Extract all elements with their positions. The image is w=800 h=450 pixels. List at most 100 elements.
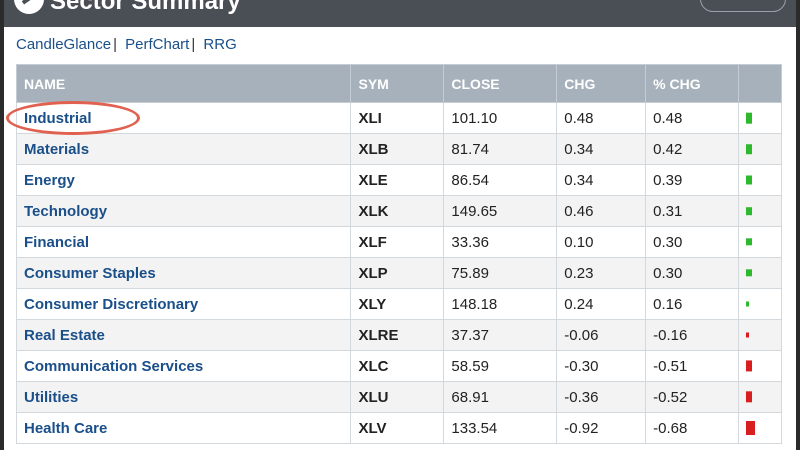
change-cell: 0.24 — [556, 288, 647, 320]
symbol-cell: XLI — [350, 102, 445, 134]
close-cell: 148.18 — [443, 288, 558, 320]
column-header-sym[interactable]: SYM — [350, 64, 445, 103]
change-bar — [746, 112, 753, 124]
change-bar-cell — [738, 288, 782, 320]
table-row: Consumer Staples XLP 75.89 0.23 0.30 — [15, 257, 782, 289]
sector-summary-panel: Sector Summary CandleGlance | PerfChart | … — [4, 0, 796, 450]
sector-name-cell: Consumer Discretionary — [15, 288, 352, 320]
change-bar-cell — [738, 257, 782, 289]
sector-name-cell: Energy — [15, 164, 352, 196]
column-header-close[interactable]: CLOSE — [443, 64, 558, 103]
change-bar-cell — [738, 412, 782, 444]
sector-name-cell: Technology — [15, 195, 352, 227]
table-row: Industrial XLI 101.10 0.48 0.48 — [15, 102, 782, 134]
close-cell: 149.65 — [443, 195, 558, 227]
link-separator: | — [113, 36, 117, 53]
close-cell: 101.10 — [443, 102, 558, 134]
symbol-cell: XLK — [350, 195, 445, 227]
column-header-name[interactable]: NAME — [15, 64, 352, 103]
sector-name-link[interactable]: Health Care — [24, 419, 108, 437]
sector-name-cell: Health Care — [15, 412, 352, 444]
table-row: Technology XLK 149.65 0.46 0.31 — [15, 195, 782, 227]
symbol-cell: XLY — [350, 288, 445, 320]
symbol-cell: XLV — [350, 412, 445, 444]
percent-change-cell: 0.31 — [645, 195, 740, 227]
sector-name-link[interactable]: Real Estate — [24, 326, 105, 344]
sector-name-link[interactable]: Financial — [24, 233, 90, 251]
symbol-cell: XLP — [350, 257, 445, 289]
column-header-bar — [738, 64, 782, 103]
close-cell: 86.54 — [443, 164, 558, 196]
close-cell: 37.37 — [443, 319, 558, 351]
table-header-row: NAME SYM CLOSE CHG % CHG — [15, 64, 782, 103]
percent-change-cell: -0.52 — [645, 381, 740, 413]
change-bar-cell — [738, 195, 782, 227]
close-cell: 33.36 — [443, 226, 558, 258]
percent-change-cell: -0.68 — [645, 412, 740, 444]
table-row: Energy XLE 86.54 0.34 0.39 — [15, 164, 782, 196]
close-cell: 81.74 — [443, 133, 558, 165]
sector-name-cell: Industrial — [15, 102, 352, 134]
change-bar — [746, 391, 753, 403]
sector-table: NAME SYM CLOSE CHG % CHG Industrial XLI 10… — [15, 64, 782, 444]
close-cell: 133.54 — [443, 412, 558, 444]
percent-change-cell: -0.51 — [645, 350, 740, 382]
link-separator: | — [191, 36, 196, 53]
panel-title: Sector Summary — [50, 0, 241, 15]
change-cell: 0.34 — [556, 133, 647, 165]
change-cell: 0.23 — [556, 257, 647, 289]
change-bar — [746, 175, 753, 185]
sector-name-cell: Financial — [15, 226, 352, 258]
close-cell: 75.89 — [443, 257, 558, 289]
change-cell: -0.36 — [556, 381, 647, 413]
change-cell: -0.06 — [556, 319, 647, 351]
percent-change-cell: 0.16 — [645, 288, 740, 320]
table-row: Materials XLB 81.74 0.34 0.42 — [15, 133, 782, 165]
change-cell: -0.30 — [556, 350, 647, 382]
change-bar-cell — [738, 350, 782, 382]
symbol-cell: XLU — [350, 381, 445, 413]
change-bar — [746, 360, 753, 372]
change-bar-cell — [738, 164, 782, 196]
change-bar — [746, 238, 753, 246]
sector-name-cell: Consumer Staples — [15, 257, 352, 289]
view-links: CandleGlance | PerfChart | RRG — [16, 36, 237, 53]
perfchart-link[interactable]: PerfChart — [125, 36, 190, 53]
symbol-cell: XLRE — [350, 319, 445, 351]
symbol-cell: XLB — [350, 133, 445, 165]
change-cell: 0.10 — [556, 226, 647, 258]
change-bar — [746, 332, 750, 338]
candleglance-link[interactable]: CandleGlance — [16, 36, 112, 53]
rrg-link[interactable]: RRG — [203, 36, 237, 53]
column-header-pct-chg[interactable]: % CHG — [645, 64, 740, 103]
change-bar-cell — [738, 319, 782, 351]
table-row: Health Care XLV 133.54 -0.92 -0.68 — [15, 412, 782, 444]
change-bar-cell — [738, 102, 782, 134]
sector-name-link[interactable]: Industrial — [24, 109, 92, 127]
percent-change-cell: 0.39 — [645, 164, 740, 196]
change-cell: -0.92 — [556, 412, 647, 444]
change-bar-cell — [738, 381, 782, 413]
symbol-cell: XLE — [350, 164, 445, 196]
sector-name-link[interactable]: Consumer Staples — [24, 264, 156, 282]
header-button[interactable] — [700, 0, 786, 12]
sector-name-cell: Real Estate — [15, 319, 352, 351]
symbol-cell: XLF — [350, 226, 445, 258]
sector-name-link[interactable]: Materials — [24, 140, 90, 158]
percent-change-cell: 0.30 — [645, 226, 740, 258]
sector-name-link[interactable]: Utilities — [24, 388, 79, 406]
change-bar-cell — [738, 133, 782, 165]
sector-name-link[interactable]: Communication Services — [24, 357, 204, 375]
sector-name-link[interactable]: Technology — [24, 202, 108, 220]
sector-name-link[interactable]: Consumer Discretionary — [24, 295, 199, 313]
table-row: Utilities XLU 68.91 -0.36 -0.52 — [15, 381, 782, 413]
column-header-chg[interactable]: CHG — [556, 64, 647, 103]
change-bar — [746, 421, 756, 435]
sector-name-cell: Communication Services — [15, 350, 352, 382]
sector-name-link[interactable]: Energy — [24, 171, 75, 189]
change-bar — [746, 207, 753, 215]
percent-change-cell: 0.30 — [645, 257, 740, 289]
table-row: Communication Services XLC 58.59 -0.30 -0.51 — [15, 350, 782, 382]
percent-change-cell: 0.42 — [645, 133, 740, 165]
